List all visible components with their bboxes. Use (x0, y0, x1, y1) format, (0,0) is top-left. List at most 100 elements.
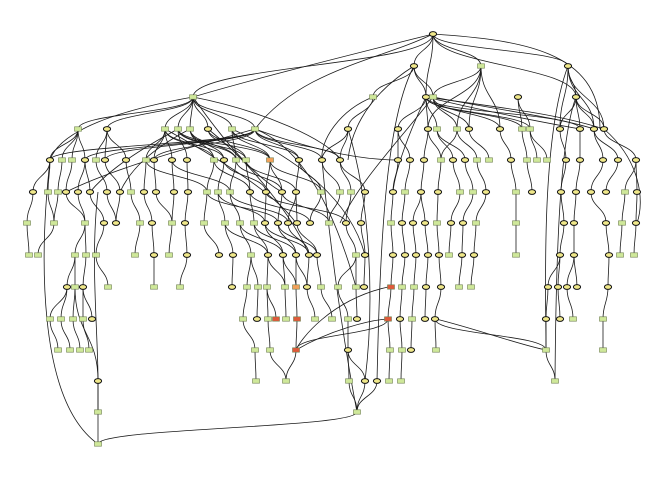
graph-node-ellipse (571, 189, 581, 195)
graph-edge (266, 254, 269, 288)
graph-node-box (85, 347, 93, 353)
graph-node-ellipse (586, 189, 596, 195)
graph-node-box (472, 220, 480, 226)
graph-node-box (518, 126, 526, 132)
graph-node-ellipse (294, 157, 304, 163)
graph-node-box (433, 126, 441, 132)
graph-edge (186, 159, 189, 193)
graph-edge (49, 96, 194, 161)
graph-node-ellipse (543, 284, 553, 290)
graph-edge (224, 222, 269, 256)
graph-edge (203, 222, 220, 256)
graph-edge (206, 159, 215, 193)
graph-edge (37, 222, 55, 256)
graph-edge (235, 159, 283, 193)
graph-edge (633, 222, 637, 256)
graph-edge (387, 286, 392, 320)
graph-node-box (477, 63, 485, 69)
graph-edge (95, 222, 105, 256)
graph-edge (347, 96, 374, 130)
graph-node-box (127, 189, 135, 195)
graph-node-ellipse (182, 252, 192, 258)
graph-node-ellipse (388, 189, 398, 195)
graph-node-ellipse (556, 189, 566, 195)
graph-edge (249, 191, 311, 224)
graph-edge (480, 65, 501, 130)
graph-edge (206, 191, 279, 224)
graph-edge (177, 96, 194, 130)
graph-edge (231, 128, 366, 256)
graph-edge (554, 96, 577, 382)
graph-node-box (282, 316, 290, 322)
graph-edge (413, 33, 434, 67)
graph-edge (115, 191, 121, 224)
graph-edge (427, 65, 482, 130)
graph-node-box (23, 220, 31, 226)
graph-edge (306, 254, 310, 288)
graph-node-ellipse (99, 220, 109, 226)
graph-edge (295, 286, 298, 320)
graph-edge (401, 254, 406, 288)
graph-edge (607, 254, 610, 288)
graph-node-box (54, 189, 62, 195)
graph-edge (49, 286, 68, 320)
graph-edge (82, 254, 87, 288)
graph-edge (605, 222, 610, 256)
graph-node-ellipse (416, 189, 426, 195)
graph-edge (242, 318, 256, 351)
graph-edge (153, 128, 256, 161)
graph-edge (269, 349, 287, 382)
graph-node-ellipse (569, 252, 579, 258)
graph-node-box (512, 220, 520, 226)
graph-node-box (618, 220, 626, 226)
graph-edge (345, 222, 357, 256)
graph-node-box-highlight (292, 347, 300, 353)
graph-node-ellipse (304, 252, 314, 258)
graph-node-ellipse (78, 284, 88, 290)
graph-node-box (281, 284, 289, 290)
graph-node-box (74, 126, 82, 132)
graph-edge (526, 159, 533, 193)
graph-node-ellipse (260, 220, 270, 226)
graph-edge (339, 96, 434, 224)
graph-node-ellipse (360, 189, 370, 195)
graph-node-ellipse (423, 126, 433, 132)
graph-node-box (243, 284, 251, 290)
graph-edge (104, 128, 108, 161)
graph-node-ellipse (469, 252, 479, 258)
graph-edge (619, 222, 623, 256)
graph-node-ellipse (405, 157, 415, 163)
graph-edge (412, 222, 417, 256)
graph-edge (94, 191, 99, 382)
graph-node-ellipse (100, 157, 110, 163)
graph-node-ellipse (302, 284, 312, 290)
graph-edge (521, 128, 528, 161)
graph-edge (372, 65, 415, 98)
graph-node-ellipse (460, 157, 470, 163)
graph-edge (602, 286, 609, 320)
graph-node-box (512, 189, 520, 195)
graph-node-box (542, 347, 550, 353)
graph-edge (573, 191, 577, 224)
graph-node-ellipse (73, 189, 83, 195)
graph-node-box (401, 189, 409, 195)
graph-node-box (263, 284, 271, 290)
graph-edge (473, 222, 477, 256)
graph-edge (448, 222, 452, 256)
graph-node-box (92, 157, 100, 163)
graph-edge (231, 128, 271, 161)
graph-node-box (432, 347, 440, 353)
graph-node-ellipse (406, 347, 416, 353)
graph-edge (65, 159, 73, 193)
graph-node-box (621, 189, 629, 195)
graph-node-box (264, 316, 272, 322)
graph-node-ellipse (115, 189, 125, 195)
graph-node-ellipse (291, 252, 301, 258)
graph-edge (295, 318, 298, 351)
graph-edge (392, 96, 427, 193)
graph-edge (106, 128, 127, 161)
graph-node-ellipse (305, 220, 315, 226)
graph-node-box (336, 189, 344, 195)
graph-edge (337, 286, 349, 320)
graph-edge (376, 65, 415, 382)
